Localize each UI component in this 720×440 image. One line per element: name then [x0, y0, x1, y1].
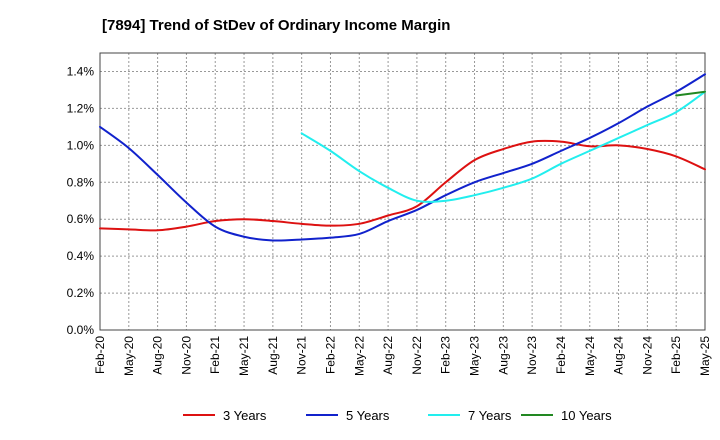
y-axis: 0.0% 0.2% 0.4% 0.6% 0.8% 1.0% 1.2% 1.4% — [67, 64, 95, 337]
x-tick-label: Aug-24 — [612, 336, 626, 375]
series-line-10-years — [675, 90, 706, 97]
y-tick-label: 1.2% — [67, 101, 95, 115]
x-tick-label: Nov-20 — [179, 336, 193, 375]
x-tick-label: Feb-23 — [439, 336, 453, 374]
x-tick-label: Feb-24 — [554, 336, 568, 374]
chart-title: [7894] Trend of StDev of Ordinary Income… — [102, 17, 450, 34]
series-line-3-years — [99, 139, 706, 232]
legend-label-5-years: 5 Years — [346, 408, 390, 423]
x-tick-label: Feb-21 — [208, 336, 222, 374]
plot-border — [99, 52, 706, 331]
x-tick-label: May-22 — [352, 336, 366, 376]
x-tick-label: Aug-20 — [151, 336, 165, 375]
x-tick-label: May-20 — [122, 336, 136, 376]
x-tick-label: May-21 — [237, 336, 251, 376]
y-tick-label: 0.0% — [67, 323, 95, 337]
x-tick-label: Nov-22 — [410, 336, 424, 375]
x-tick-label: May-25 — [698, 336, 712, 376]
x-tick-label: May-24 — [583, 336, 597, 376]
series-lines — [99, 73, 706, 242]
y-tick-label: 0.8% — [67, 175, 95, 189]
x-tick-label: May-23 — [468, 336, 482, 376]
series-line-5-years — [99, 73, 706, 242]
legend: 3 Years 5 Years 7 Years 10 Years — [183, 408, 612, 423]
x-tick-label: Aug-21 — [266, 336, 280, 375]
x-axis: Feb-20 May-20 Aug-20 Nov-20 Feb-21 May-21 Aug-… — [93, 336, 712, 376]
x-tick-label: Nov-24 — [640, 336, 654, 375]
y-tick-label: 1.4% — [67, 64, 95, 78]
x-tick-label: Nov-21 — [295, 336, 309, 375]
series-line-7-years — [300, 90, 706, 203]
y-tick-label: 0.2% — [67, 286, 95, 300]
x-tick-label: Feb-22 — [323, 336, 337, 374]
legend-label-3-years: 3 Years — [223, 408, 267, 423]
x-tick-label: Feb-20 — [93, 336, 107, 374]
x-tick-label: Aug-22 — [381, 336, 395, 375]
y-tick-label: 0.4% — [67, 249, 95, 263]
x-tick-label: Nov-23 — [525, 336, 539, 375]
legend-label-7-years: 7 Years — [468, 408, 512, 423]
legend-label-10-years: 10 Years — [561, 408, 612, 423]
x-tick-label: Feb-25 — [669, 336, 683, 374]
y-tick-label: 1.0% — [67, 138, 95, 152]
plot-area — [100, 53, 705, 330]
y-tick-label: 0.6% — [67, 212, 95, 226]
x-tick-label: Aug-23 — [496, 336, 510, 375]
